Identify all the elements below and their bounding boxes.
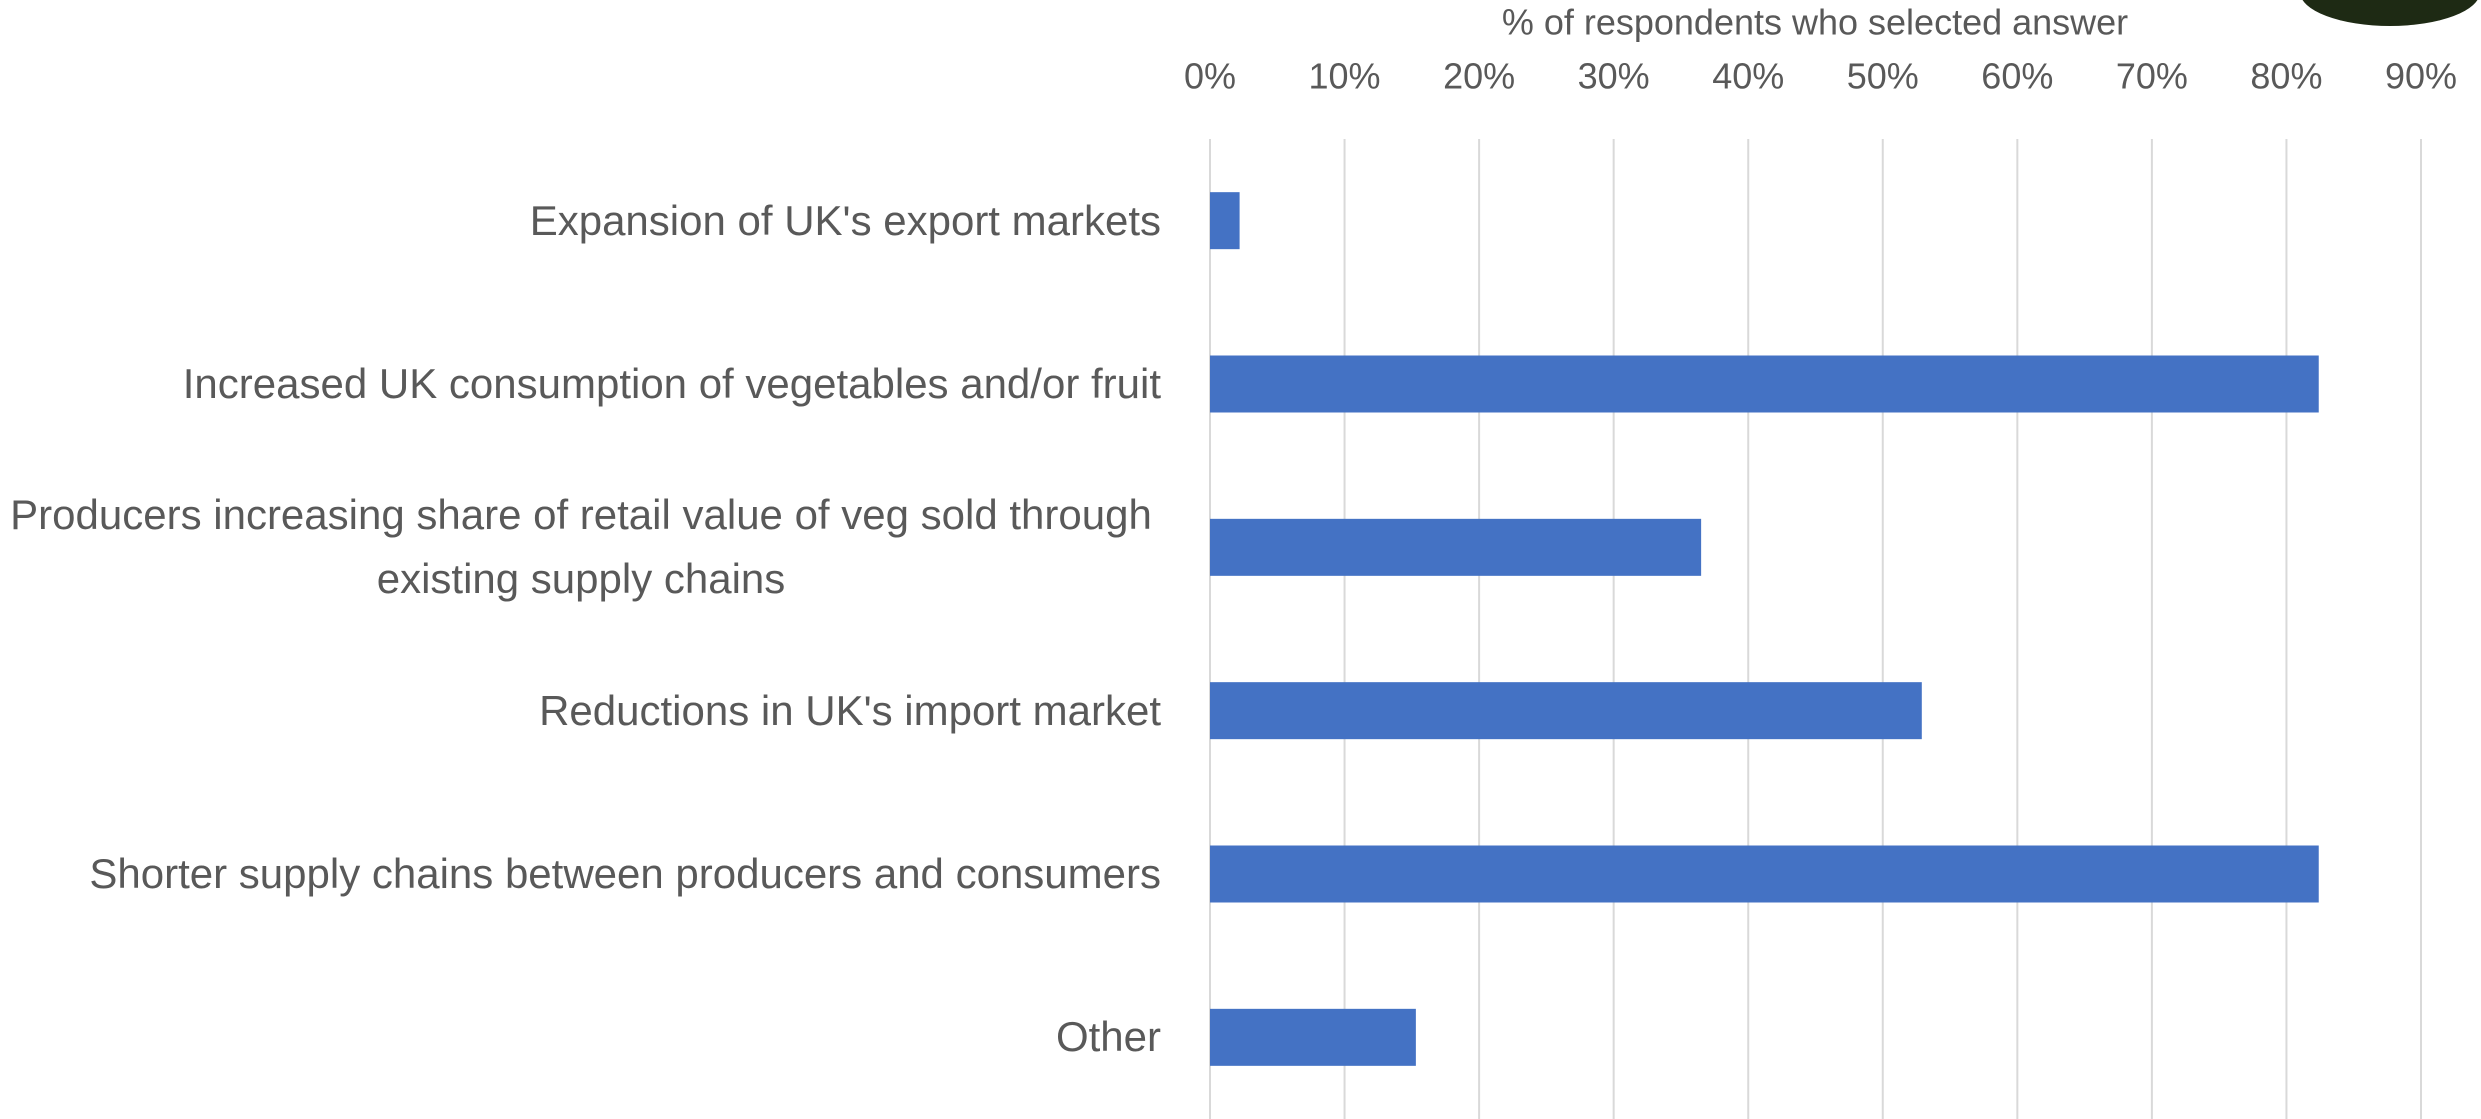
- x-tick-label: 70%: [2116, 56, 2188, 97]
- x-tick-label: 50%: [1847, 56, 1919, 97]
- y-tick-label: Other: [1055, 1013, 1161, 1061]
- category-label-box: Expansion of UK's export markets: [1, 141, 1161, 301]
- category-label-box: Increased UK consumption of vegetables a…: [1, 304, 1161, 464]
- bar: [1210, 192, 1240, 250]
- y-tick-label: Shorter supply chains between producers …: [89, 850, 1161, 897]
- axis-title: % of respondents who selected answer: [1502, 2, 2128, 43]
- category-label-box: Producers increasing share of retail val…: [1, 467, 1161, 627]
- x-tick-label: 20%: [1443, 56, 1515, 97]
- x-tick-label: 10%: [1309, 56, 1381, 97]
- bar: [1210, 355, 2319, 413]
- x-tick-label: 40%: [1712, 56, 1784, 97]
- x-tick-label: 30%: [1578, 56, 1650, 97]
- category-label-box: Reductions in UK's import market: [1, 631, 1161, 791]
- bar: [1210, 682, 1922, 740]
- x-tick-label: 60%: [1981, 56, 2053, 97]
- x-tick-label: 0%: [1184, 56, 1236, 97]
- x-tick-label: 90%: [2385, 56, 2457, 97]
- y-tick-label: Reductions in UK's import market: [539, 686, 1161, 734]
- bar: [1210, 1008, 1416, 1066]
- y-tick-label: Increased UK consumption of vegetables a…: [182, 360, 1161, 407]
- x-tick-label: 80%: [2250, 56, 2322, 97]
- y-tick-label: Producers increasing share of retail val…: [10, 491, 1152, 603]
- y-tick-label: Expansion of UK's export markets: [529, 196, 1161, 244]
- bar: [1210, 518, 1702, 576]
- bar: [1210, 845, 2319, 903]
- category-label-box: Shorter supply chains between producers …: [1, 794, 1161, 954]
- decoration: [2302, 0, 2478, 26]
- category-label-box: Other: [1, 957, 1161, 1117]
